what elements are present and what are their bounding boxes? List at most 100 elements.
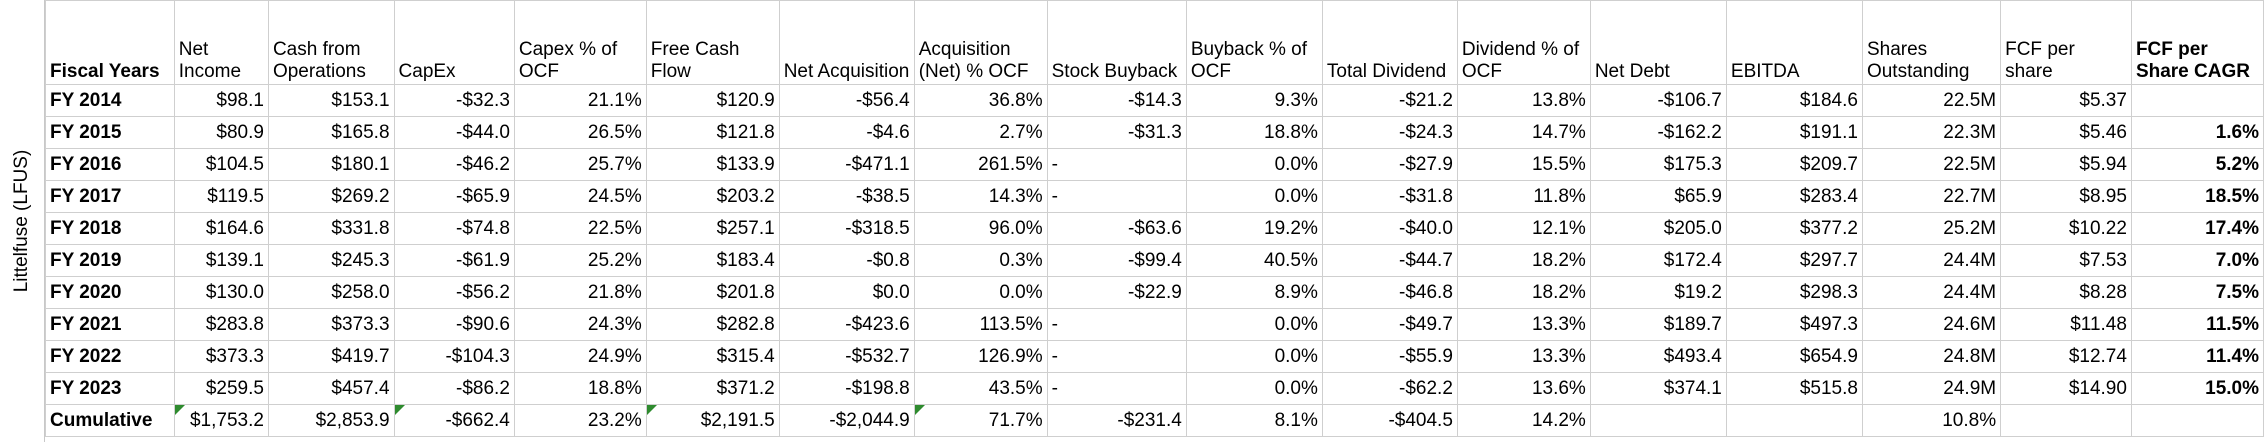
header-cell[interactable]: Dividend % of OCF	[1456, 0, 1591, 85]
row-label-cell[interactable]: FY 2022	[45, 340, 175, 373]
data-cell[interactable]: -$14.3	[1046, 84, 1187, 117]
header-cell[interactable]: Capex % of OCF	[513, 0, 647, 85]
cagr-cell[interactable]: 15.0%	[2130, 372, 2264, 405]
data-cell[interactable]: -$44.0	[393, 116, 515, 149]
data-cell[interactable]: -$532.7	[778, 340, 915, 373]
data-cell[interactable]: $153.1	[267, 84, 395, 117]
data-cell[interactable]: $11.48	[2000, 308, 2132, 341]
data-cell[interactable]: -$49.7	[1321, 308, 1458, 341]
data-cell[interactable]: -$63.6	[1046, 212, 1187, 245]
data-cell[interactable]: $121.8	[645, 116, 780, 149]
data-cell[interactable]: $259.5	[173, 372, 269, 405]
data-cell[interactable]: -$318.5	[778, 212, 915, 245]
data-cell[interactable]: 22.7M	[1861, 180, 2002, 213]
data-cell[interactable]: $175.3	[1589, 148, 1727, 181]
cagr-cell[interactable]: 11.5%	[2130, 308, 2264, 341]
data-cell[interactable]: $5.94	[2000, 148, 2132, 181]
header-cell[interactable]: Shares Outstanding	[1861, 0, 2002, 85]
data-cell[interactable]: -$74.8	[393, 212, 515, 245]
data-cell[interactable]: $2,853.9	[267, 404, 395, 437]
data-cell[interactable]: $0.0	[778, 276, 915, 309]
header-cell[interactable]: Fiscal Years	[45, 0, 175, 85]
row-label-cell[interactable]: Cumulative	[45, 404, 175, 437]
data-cell[interactable]: 19.2%	[1185, 212, 1323, 245]
data-cell[interactable]: $104.5	[173, 148, 269, 181]
header-cell[interactable]: Cash from Operations	[267, 0, 395, 85]
header-cell[interactable]: Total Dividend	[1321, 0, 1458, 85]
data-cell[interactable]: 96.0%	[913, 212, 1048, 245]
header-cell[interactable]: Buyback % of OCF	[1185, 0, 1323, 85]
header-cell[interactable]: EBITDA	[1725, 0, 1863, 85]
data-cell[interactable]: $14.90	[2000, 372, 2132, 405]
data-cell[interactable]: $12.74	[2000, 340, 2132, 373]
data-cell[interactable]: $203.2	[645, 180, 780, 213]
header-cell[interactable]: Net Debt	[1589, 0, 1727, 85]
data-cell[interactable]: 18.2%	[1456, 276, 1591, 309]
data-cell[interactable]: 43.5%	[913, 372, 1048, 405]
data-cell[interactable]: -$99.4	[1046, 244, 1187, 277]
data-cell[interactable]: -$471.1	[778, 148, 915, 181]
data-cell[interactable]: -	[1046, 148, 1187, 181]
data-cell[interactable]: -$106.7	[1589, 84, 1727, 117]
data-cell[interactable]: $205.0	[1589, 212, 1727, 245]
data-cell[interactable]: 22.5M	[1861, 148, 2002, 181]
data-cell[interactable]: 13.8%	[1456, 84, 1591, 117]
data-cell[interactable]: 18.2%	[1456, 244, 1591, 277]
data-cell[interactable]: 0.0%	[913, 276, 1048, 309]
data-cell[interactable]: 36.8%	[913, 84, 1048, 117]
data-cell[interactable]: $515.8	[1725, 372, 1863, 405]
data-cell[interactable]: 8.1%	[1185, 404, 1323, 437]
data-cell[interactable]: $1,753.2	[173, 404, 269, 437]
data-cell[interactable]: -$22.9	[1046, 276, 1187, 309]
header-cell[interactable]: Acquisition (Net) % OCF	[913, 0, 1048, 85]
data-cell[interactable]: $373.3	[267, 308, 395, 341]
header-cell[interactable]: Free Cash Flow	[645, 0, 780, 85]
data-cell[interactable]: $19.2	[1589, 276, 1727, 309]
data-cell[interactable]: 71.7%	[913, 404, 1048, 437]
data-cell[interactable]: -$0.8	[778, 244, 915, 277]
data-cell[interactable]: 8.9%	[1185, 276, 1323, 309]
data-cell[interactable]: 18.8%	[513, 372, 647, 405]
cagr-cell[interactable]: 1.6%	[2130, 116, 2264, 149]
data-cell[interactable]: $373.3	[173, 340, 269, 373]
data-cell[interactable]: 24.8M	[1861, 340, 2002, 373]
data-cell[interactable]: $183.4	[645, 244, 780, 277]
data-cell[interactable]: $497.3	[1725, 308, 1863, 341]
data-cell[interactable]: $331.8	[267, 212, 395, 245]
cagr-cell[interactable]: 5.2%	[2130, 148, 2264, 181]
data-cell[interactable]: -$198.8	[778, 372, 915, 405]
data-cell[interactable]: -$86.2	[393, 372, 515, 405]
data-cell[interactable]: $654.9	[1725, 340, 1863, 373]
data-cell[interactable]: -$404.5	[1321, 404, 1458, 437]
cagr-cell[interactable]	[2130, 404, 2264, 437]
data-cell[interactable]: 0.0%	[1185, 148, 1323, 181]
data-cell[interactable]: $165.8	[267, 116, 395, 149]
cagr-cell[interactable]	[2130, 84, 2264, 117]
data-cell[interactable]	[2000, 404, 2132, 437]
data-cell[interactable]: 0.0%	[1185, 308, 1323, 341]
data-cell[interactable]: $283.8	[173, 308, 269, 341]
cagr-cell[interactable]: 7.5%	[2130, 276, 2264, 309]
data-cell[interactable]: -$24.3	[1321, 116, 1458, 149]
data-cell[interactable]: 0.0%	[1185, 372, 1323, 405]
data-cell[interactable]: 26.5%	[513, 116, 647, 149]
data-cell[interactable]: $283.4	[1725, 180, 1863, 213]
data-cell[interactable]: $493.4	[1589, 340, 1727, 373]
data-cell[interactable]: -$231.4	[1046, 404, 1187, 437]
data-cell[interactable]: -$65.9	[393, 180, 515, 213]
data-cell[interactable]: -$56.4	[778, 84, 915, 117]
data-cell[interactable]: -$56.2	[393, 276, 515, 309]
data-cell[interactable]: 23.2%	[513, 404, 647, 437]
data-cell[interactable]: -$90.6	[393, 308, 515, 341]
data-cell[interactable]: -	[1046, 180, 1187, 213]
data-cell[interactable]: $2,191.5	[645, 404, 780, 437]
data-cell[interactable]: $5.37	[2000, 84, 2132, 117]
data-cell[interactable]: 24.4M	[1861, 244, 2002, 277]
data-cell[interactable]: 10.8%	[1861, 404, 2002, 437]
data-cell[interactable]: $189.7	[1589, 308, 1727, 341]
data-cell[interactable]: 24.9M	[1861, 372, 2002, 405]
row-label-cell[interactable]: FY 2019	[45, 244, 175, 277]
data-cell[interactable]: 13.3%	[1456, 340, 1591, 373]
cagr-cell[interactable]: 11.4%	[2130, 340, 2264, 373]
header-cell[interactable]: Net Acquisition	[778, 0, 915, 85]
